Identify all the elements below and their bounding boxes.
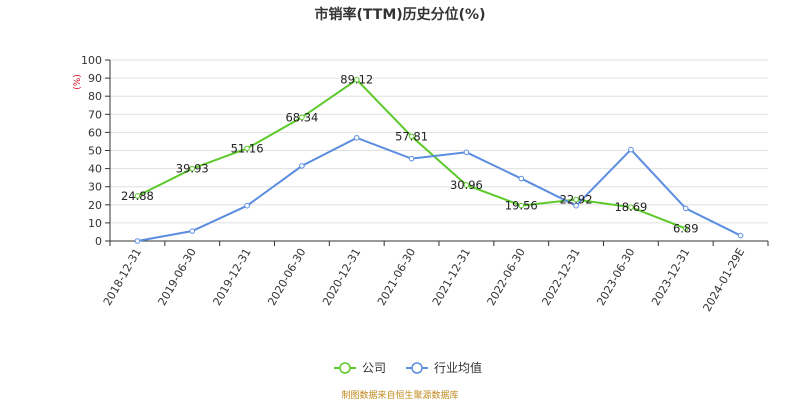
data-point [463,149,470,156]
x-tick-label: 2023-12-31 [649,246,692,308]
x-axis-ticks: 2018-12-31 2019-06-30 2019-12-31 2020-06-30… [101,241,769,314]
y-tick-label: 30 [88,181,102,194]
data-point [463,182,470,188]
data-label: 22.92 [560,193,593,207]
y-tick-label: 90 [88,72,102,85]
data-point [134,193,141,199]
x-tick-label: 2018-12-31 [101,246,144,308]
source-note: 制图数据来自恒生聚源数据库 [341,391,459,401]
data-label: 39.93 [176,162,209,176]
x-tick-label: 2022-12-31 [539,246,582,308]
x-tick-label: 2019-06-30 [156,246,199,308]
data-point [518,202,525,209]
series-points [134,76,744,244]
legend-item[interactable]: 公司 [334,361,386,375]
y-tick-label: 60 [88,126,102,139]
data-label: 57.81 [395,129,428,143]
data-point [573,196,579,203]
legend-label: 行业均值 [434,360,482,375]
x-tick-label: 2019-12-31 [210,246,253,308]
y-tick-label: 0 [95,235,102,248]
data-labels: 24.88 39.93 51.16 68.34 89.12 57.81 30.96 19.56… [121,73,699,236]
data-point [628,146,634,153]
data-point [189,165,196,172]
data-point [628,204,634,210]
data-point [244,145,250,152]
chart-title: 市销率(TTM)历史分位(%) [314,7,486,23]
data-point [408,155,415,162]
data-point [353,76,360,83]
y-axis-label: (%) [73,74,83,90]
x-tick-label: 2020-06-30 [265,246,308,308]
series-lines [136,78,742,242]
data-point [299,114,305,121]
y-tick-label: 20 [88,199,102,212]
data-label: 68.34 [285,110,318,124]
legend-label: 公司 [362,361,386,375]
data-point [682,205,689,212]
legend: 公司 行业均值 [334,360,482,375]
data-label: 51.16 [231,141,264,155]
x-tick-label: 2020-12-31 [320,246,363,308]
y-tick-label: 40 [88,163,102,176]
data-point [299,163,305,169]
legend-item[interactable]: 行业均值 [406,360,482,375]
data-point [573,202,579,209]
y-tick-label: 100 [81,54,102,67]
legend-marker [339,362,351,374]
series-line [136,78,687,230]
y-tick-label: 80 [88,90,102,103]
data-label: 19.56 [505,199,538,213]
x-tick-label: 2023-06-30 [594,246,637,308]
y-axis-ticks: 0 10 20 30 40 50 60 70 80 90 100 [81,54,110,248]
series-line [137,136,742,242]
legend-marker [411,362,423,374]
data-point [408,133,415,140]
data-point [682,225,689,232]
data-label: 30.96 [450,178,483,192]
y-tick-label: 10 [88,217,102,230]
data-point [189,228,196,234]
data-point [737,232,744,239]
x-tick-label: 2024-01-29E [700,246,747,314]
x-tick-label: 2021-12-31 [430,246,473,308]
data-point [518,175,525,182]
data-point [244,202,250,209]
data-point [134,238,141,244]
data-label: 24.88 [121,189,154,203]
y-tick-label: 50 [88,145,102,158]
grid-lines [110,59,768,224]
data-label: 18.69 [614,200,647,214]
data-label: 89.12 [340,73,373,87]
x-tick-label: 2022-06-30 [485,246,528,308]
data-point [353,135,360,141]
data-label: 6.89 [673,222,699,236]
y-tick-label: 70 [88,108,102,121]
x-tick-label: 2021-06-30 [375,246,418,308]
